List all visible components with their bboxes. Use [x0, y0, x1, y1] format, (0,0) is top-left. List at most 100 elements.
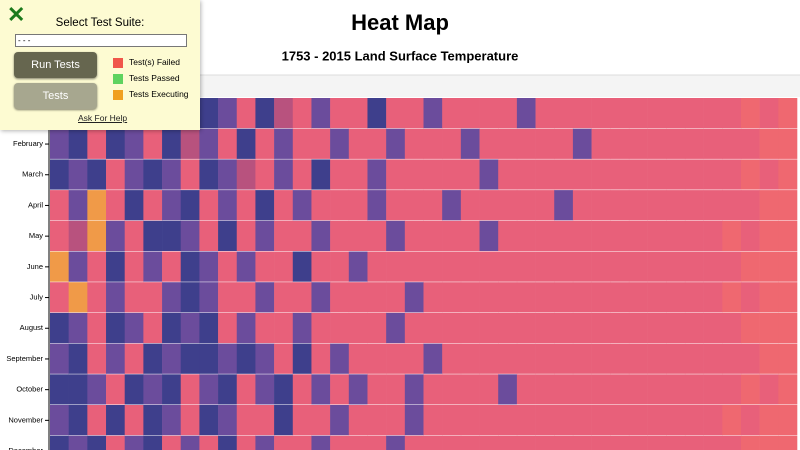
cell — [591, 435, 611, 450]
cell — [778, 312, 798, 344]
cell — [516, 190, 536, 221]
cell — [628, 159, 648, 190]
cell — [180, 405, 200, 436]
cell — [68, 220, 88, 251]
legend-item: Tests Executing — [113, 89, 189, 100]
cell — [572, 251, 592, 282]
cell — [311, 435, 331, 450]
cell — [50, 312, 69, 344]
cell — [572, 282, 592, 313]
cell — [591, 98, 611, 129]
cell — [199, 220, 219, 251]
title: Heat Map — [351, 10, 449, 35]
cell — [311, 312, 331, 344]
cell — [498, 98, 518, 129]
cell — [535, 128, 555, 159]
cell — [703, 251, 723, 282]
close-button[interactable]: ✕ — [7, 2, 26, 27]
cell — [180, 312, 200, 344]
cell — [50, 159, 69, 190]
cell — [386, 282, 406, 313]
cell — [330, 405, 350, 436]
cell — [628, 405, 648, 436]
cell — [759, 251, 779, 282]
cell — [367, 405, 387, 436]
cell — [68, 251, 88, 282]
cell — [292, 98, 312, 129]
cell — [124, 312, 144, 344]
cell — [516, 98, 536, 129]
cell — [236, 159, 256, 190]
cell — [740, 435, 760, 450]
legend-label: Tests Executing — [129, 89, 189, 99]
cell — [348, 312, 368, 344]
cell — [348, 98, 368, 129]
cell — [778, 435, 798, 450]
cell — [162, 343, 182, 374]
cell — [106, 405, 125, 436]
y-tick-label: February — [13, 139, 43, 148]
cell — [516, 374, 536, 405]
cell — [460, 190, 480, 221]
cell — [647, 435, 667, 450]
cell — [498, 435, 518, 450]
cell — [218, 435, 238, 450]
cell — [628, 220, 648, 251]
cell — [516, 343, 536, 374]
cell — [180, 128, 200, 159]
cell — [68, 312, 88, 344]
cell — [740, 374, 760, 405]
y-tick-label: October — [16, 385, 43, 394]
cell — [423, 128, 443, 159]
cell — [423, 312, 443, 344]
cell — [218, 343, 238, 374]
tests-button[interactable]: Tests — [14, 83, 97, 109]
y-tick-label: May — [29, 231, 43, 240]
cell — [722, 251, 742, 282]
test-panel: ✕ Select Test Suite: - - - Run Tests Tes… — [0, 0, 200, 130]
cell — [479, 190, 499, 221]
cell — [106, 220, 125, 251]
cell — [647, 251, 667, 282]
cell — [386, 374, 406, 405]
cell — [255, 435, 275, 450]
cell — [740, 405, 760, 436]
cell — [348, 251, 368, 282]
cell — [722, 282, 742, 313]
cell — [255, 405, 275, 436]
cell — [50, 190, 69, 221]
cell — [740, 190, 760, 221]
cell — [255, 312, 275, 344]
suite-select[interactable]: - - - — [15, 34, 187, 47]
cell — [348, 220, 368, 251]
run-button[interactable]: Run Tests — [14, 52, 97, 78]
cell — [423, 98, 443, 129]
cell — [143, 159, 163, 190]
cell — [106, 312, 125, 344]
cell — [647, 374, 667, 405]
cell — [628, 435, 648, 450]
y-tick-label: November — [8, 415, 43, 424]
cell — [722, 98, 742, 129]
cell — [87, 405, 107, 436]
cell — [199, 190, 219, 221]
cell — [591, 374, 611, 405]
cell — [218, 282, 238, 313]
cell — [572, 312, 592, 344]
help-link[interactable]: Ask For Help — [78, 113, 128, 123]
cell — [666, 405, 686, 436]
cell — [199, 282, 219, 313]
cell — [722, 220, 742, 251]
cell — [684, 251, 704, 282]
cell — [199, 98, 219, 129]
cell — [292, 405, 312, 436]
cell — [442, 159, 462, 190]
cell — [348, 343, 368, 374]
cell — [684, 190, 704, 221]
cell — [87, 190, 107, 221]
cell — [460, 251, 480, 282]
cell — [255, 190, 275, 221]
cell — [572, 435, 592, 450]
cell — [68, 374, 88, 405]
cell — [572, 190, 592, 221]
